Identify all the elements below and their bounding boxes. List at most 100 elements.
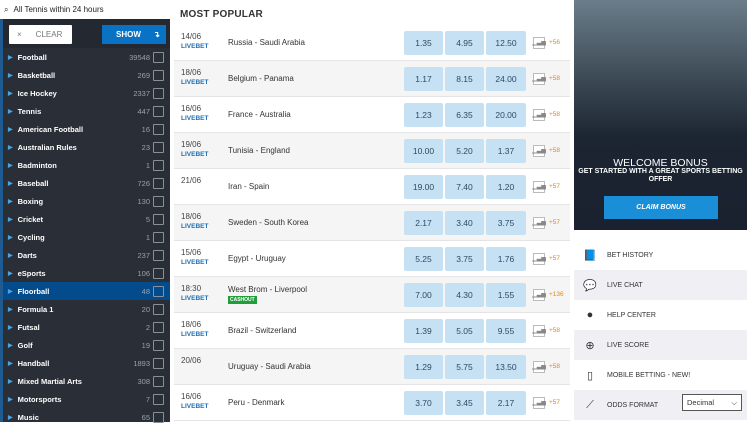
match-name[interactable]: Iran - Spain bbox=[228, 182, 270, 191]
sport-checkbox[interactable] bbox=[153, 231, 164, 243]
match-name[interactable]: Tunisia - England bbox=[228, 146, 290, 155]
stats-icon[interactable]: ▁▃▅ bbox=[532, 72, 546, 85]
sport-item[interactable]: ▶ Darts 237 bbox=[3, 246, 170, 264]
match-name[interactable]: Russia - Saudi Arabia bbox=[228, 38, 305, 47]
more-markets-link[interactable]: +58 bbox=[549, 147, 561, 154]
odds-format-select[interactable]: Decimal ⌵ bbox=[682, 394, 742, 411]
odds-button[interactable]: 3.70 bbox=[404, 390, 443, 415]
sport-item[interactable]: ▶ Golf 19 bbox=[3, 336, 170, 354]
odds-button[interactable]: 1.17 bbox=[404, 66, 443, 91]
stats-icon[interactable]: ▁▃▅ bbox=[532, 144, 546, 157]
stats-icon[interactable]: ▁▃▅ bbox=[532, 360, 546, 373]
odds-button[interactable]: 8.15 bbox=[445, 66, 484, 91]
livebet-link[interactable]: LIVEBET bbox=[181, 403, 209, 410]
odds-button[interactable]: 20.00 bbox=[486, 102, 526, 127]
sport-checkbox[interactable] bbox=[153, 411, 164, 423]
more-markets-link[interactable]: +136 bbox=[549, 291, 564, 298]
sport-checkbox[interactable] bbox=[153, 339, 164, 351]
odds-button[interactable]: 1.20 bbox=[486, 174, 526, 199]
more-markets-link[interactable]: +58 bbox=[549, 75, 561, 82]
odds-button[interactable]: 24.00 bbox=[486, 66, 526, 91]
odds-button[interactable]: 1.23 bbox=[404, 102, 443, 127]
odds-button[interactable]: 1.37 bbox=[486, 138, 526, 163]
sport-item[interactable]: ▶ Motorsports 7 bbox=[3, 390, 170, 408]
claim-bonus-button[interactable]: CLAIM BONUS bbox=[604, 196, 718, 219]
stats-icon[interactable]: ▁▃▅ bbox=[532, 396, 546, 409]
sport-item[interactable]: ▶ Formula 1 20 bbox=[3, 300, 170, 318]
sport-checkbox[interactable] bbox=[153, 285, 164, 297]
livebet-link[interactable]: LIVEBET bbox=[181, 259, 209, 266]
more-markets-link[interactable]: +58 bbox=[549, 363, 561, 370]
odds-button[interactable]: 3.75 bbox=[445, 246, 484, 271]
sport-checkbox[interactable] bbox=[153, 177, 164, 189]
livebet-link[interactable]: LIVEBET bbox=[181, 151, 209, 158]
stats-icon[interactable]: ▁▃▅ bbox=[532, 216, 546, 229]
odds-button[interactable]: 12.50 bbox=[486, 30, 526, 55]
match-name[interactable]: Belgium - Panama bbox=[228, 74, 294, 83]
odds-button[interactable]: 5.75 bbox=[445, 354, 484, 379]
sport-item[interactable]: ▶ Boxing 130 bbox=[3, 192, 170, 210]
stats-icon[interactable]: ▁▃▅ bbox=[532, 288, 546, 301]
livebet-link[interactable]: LIVEBET bbox=[181, 43, 209, 50]
odds-button[interactable]: 3.45 bbox=[445, 390, 484, 415]
sport-item[interactable]: ▶ Badminton 1 bbox=[3, 156, 170, 174]
odds-button[interactable]: 2.17 bbox=[404, 210, 443, 235]
stats-icon[interactable]: ▁▃▅ bbox=[532, 252, 546, 265]
match-name[interactable]: Peru - Denmark bbox=[228, 398, 285, 407]
sport-checkbox[interactable] bbox=[153, 51, 164, 63]
sport-item[interactable]: ▶ Ice Hockey 2337 bbox=[3, 84, 170, 102]
odds-button[interactable]: 10.00 bbox=[404, 138, 443, 163]
sport-checkbox[interactable] bbox=[153, 267, 164, 279]
sport-item[interactable]: ▶ Australian Rules 23 bbox=[3, 138, 170, 156]
match-name[interactable]: Egypt - Uruguay bbox=[228, 254, 286, 263]
odds-button[interactable]: 5.25 bbox=[404, 246, 443, 271]
sport-item[interactable]: ▶ Football 39548 bbox=[3, 48, 170, 66]
livebet-link[interactable]: LIVEBET bbox=[181, 115, 209, 122]
sport-checkbox[interactable] bbox=[153, 213, 164, 225]
sport-checkbox[interactable] bbox=[153, 87, 164, 99]
odds-button[interactable]: 7.00 bbox=[404, 282, 443, 307]
odds-button[interactable]: 3.75 bbox=[486, 210, 526, 235]
odds-button[interactable]: 4.95 bbox=[445, 30, 484, 55]
sport-checkbox[interactable] bbox=[153, 321, 164, 333]
sport-checkbox[interactable] bbox=[153, 375, 164, 387]
clear-button[interactable]: × CLEAR bbox=[9, 25, 72, 44]
more-markets-link[interactable]: +57 bbox=[549, 219, 561, 226]
search-filter[interactable]: ⌕ All Tennis within 24 hours bbox=[0, 0, 173, 19]
odds-button[interactable]: 5.20 bbox=[445, 138, 484, 163]
more-markets-link[interactable]: +58 bbox=[549, 111, 561, 118]
match-name[interactable]: Uruguay - Saudi Arabia bbox=[228, 362, 311, 371]
match-name[interactable]: Sweden - South Korea bbox=[228, 218, 309, 227]
menu-item[interactable]: ● HELP CENTER bbox=[574, 300, 747, 330]
menu-item[interactable]: 📘 BET HISTORY bbox=[583, 249, 654, 262]
stats-icon[interactable]: ▁▃▅ bbox=[532, 180, 546, 193]
menu-item[interactable]: ⟋ ODDS FORMAT Decimal ⌵ bbox=[574, 390, 747, 420]
sport-checkbox[interactable] bbox=[153, 303, 164, 315]
odds-button[interactable]: 1.29 bbox=[404, 354, 443, 379]
sport-item[interactable]: ▶ Floorball 48 bbox=[3, 282, 170, 300]
sport-checkbox[interactable] bbox=[153, 105, 164, 117]
sport-checkbox[interactable] bbox=[153, 69, 164, 81]
sport-item[interactable]: ▶ Music 65 bbox=[3, 408, 170, 426]
sport-checkbox[interactable] bbox=[153, 141, 164, 153]
sport-item[interactable]: ▶ Cricket 5 bbox=[3, 210, 170, 228]
sport-item[interactable]: ▶ Tennis 447 bbox=[3, 102, 170, 120]
more-markets-link[interactable]: +57 bbox=[549, 183, 561, 190]
sport-item[interactable]: ▶ Baseball 726 bbox=[3, 174, 170, 192]
odds-button[interactable]: 9.55 bbox=[486, 318, 526, 343]
livebet-link[interactable]: LIVEBET bbox=[181, 79, 209, 86]
odds-button[interactable]: 1.76 bbox=[486, 246, 526, 271]
sport-item[interactable]: ▶ American Football 16 bbox=[3, 120, 170, 138]
odds-button[interactable]: 1.35 bbox=[404, 30, 443, 55]
menu-item[interactable]: ▯ MOBILE BETTING - NEW! bbox=[574, 360, 747, 390]
more-markets-link[interactable]: +57 bbox=[549, 255, 561, 262]
odds-button[interactable]: 1.39 bbox=[404, 318, 443, 343]
livebet-link[interactable]: LIVEBET bbox=[181, 295, 209, 302]
stats-icon[interactable]: ▁▃▅ bbox=[532, 108, 546, 121]
sport-checkbox[interactable] bbox=[153, 159, 164, 171]
match-name[interactable]: Brazil - Switzerland bbox=[228, 326, 297, 335]
stats-icon[interactable]: ▁▃▅ bbox=[532, 36, 546, 49]
odds-button[interactable]: 13.50 bbox=[486, 354, 526, 379]
menu-item[interactable]: ⊕ LIVE SCORE bbox=[574, 330, 747, 360]
welcome-bonus-banner[interactable]: WELCOME BONUS GET STARTED WITH A GREAT S… bbox=[574, 0, 747, 230]
